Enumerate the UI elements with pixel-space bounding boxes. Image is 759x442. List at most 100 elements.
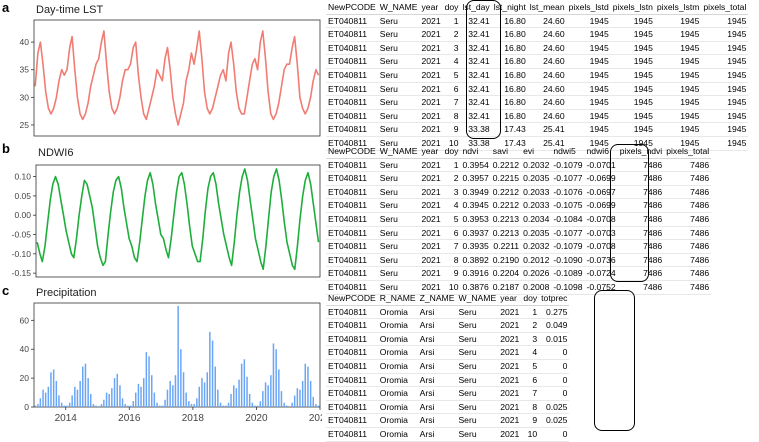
table-cell: 1945: [654, 109, 702, 124]
bar: [119, 385, 121, 407]
bar: [217, 389, 219, 407]
bar: [235, 388, 238, 407]
table-cell: Seru: [377, 14, 420, 29]
table-cell: 2021: [419, 68, 443, 83]
bar: [37, 404, 39, 407]
table-cell: 7: [442, 95, 461, 110]
table-cell: 2021: [419, 212, 443, 227]
column-header: ndwi6: [584, 145, 618, 159]
table-cell: 2021: [498, 359, 522, 374]
table-cell: ET040811: [326, 400, 378, 415]
column-header: year: [419, 1, 443, 15]
table-row: ET040811 Seru 2021 6 32.41 16.80 24.60 1945 1945…: [326, 82, 749, 97]
table-cell: 7486: [664, 212, 712, 227]
table-cell: ET040811: [326, 54, 378, 69]
series-line: [36, 168, 320, 271]
table-cell: 7486: [617, 171, 665, 186]
table-cell: 5: [521, 359, 540, 374]
table-cell: 2021: [419, 185, 443, 200]
column-header: NewPCODE: [326, 292, 378, 306]
table-cell: 9: [442, 266, 461, 281]
bar: [84, 363, 87, 407]
table-cell: 1945: [654, 27, 702, 42]
table-cell: 32.41: [460, 109, 492, 124]
table-cell: Arsi: [417, 427, 457, 442]
table-cell: 7486: [664, 266, 712, 281]
table-cell: 5: [442, 212, 461, 227]
bar: [52, 369, 55, 407]
table-cell: Seru: [377, 239, 420, 254]
table-cell: 1945: [610, 122, 655, 137]
bar: [100, 404, 103, 407]
bar: [190, 404, 193, 407]
table-row: ET040811 Seru 2021 9 0.3916 0.2204 0.2026 -0.10…: [326, 266, 712, 281]
table-cell: ET040811: [326, 198, 378, 213]
table-cell: 32.41: [460, 82, 492, 97]
bar: [246, 376, 248, 407]
table-cell: 2021: [419, 109, 443, 124]
lst-table-body: ET040811 Seru 2021 1 32.41 16.80 24.60 1945 1945…: [326, 14, 749, 151]
table-cell: 2021: [419, 239, 443, 254]
table-cell: 2021: [419, 41, 443, 56]
table-cell: 1945: [610, 27, 655, 42]
table-cell: 0.3935: [460, 239, 491, 254]
table-cell: 0.2035: [521, 226, 552, 241]
table-cell: ET040811: [326, 27, 378, 42]
table-cell: 16.80: [491, 109, 528, 124]
bar: [95, 405, 97, 407]
table-cell: 0.2190: [490, 253, 522, 268]
table-cell: 4: [521, 345, 540, 360]
chart-title: Precipitation: [36, 287, 97, 299]
bar: [264, 382, 267, 407]
table-cell: 1945: [701, 136, 749, 151]
table-cell: 0.2215: [490, 171, 522, 186]
table-cell: 2021: [419, 226, 443, 241]
table-cell: 0.275: [539, 305, 570, 320]
bar: [76, 389, 79, 407]
table-cell: 7486: [664, 158, 712, 173]
table-cell: 8: [521, 400, 540, 415]
table-cell: Seru: [377, 122, 420, 137]
bar: [227, 402, 230, 407]
bar: [196, 398, 198, 407]
table-cell: 6: [442, 226, 461, 241]
table-cell: -0.0703: [584, 226, 618, 241]
bar: [280, 391, 283, 407]
column-header: lst_night: [491, 1, 528, 15]
bar: [34, 405, 36, 407]
table-cell: Seru: [377, 226, 420, 241]
bar: [137, 383, 140, 407]
chart-ndwi6-svg: NDWI6 -0.15 -0.10 -0.05 0.00 0.05 0.10: [12, 147, 321, 278]
bar: [238, 379, 240, 407]
chart-precipitation: Precipitation 0 20 40 60 2014 2016 2018 2020 2022: [0, 283, 322, 429]
table-cell: 7486: [664, 185, 712, 200]
bar: [68, 402, 71, 407]
table-cell: Oromia: [377, 413, 418, 428]
table-cell: ET040811: [326, 171, 378, 186]
table-row: ET040811 Seru 2021 8 32.41 16.80 24.60 1945 1945…: [326, 109, 749, 124]
table-cell: ET040811: [326, 266, 378, 281]
table-cell: 1945: [701, 14, 749, 29]
table-cell: 24.60: [527, 82, 567, 97]
table-cell: Seru: [456, 373, 499, 388]
bar: [299, 389, 301, 407]
table-cell: 9: [521, 413, 540, 428]
table-cell: -0.0701: [584, 158, 618, 173]
table-cell: ET040811: [326, 185, 378, 200]
table-cell: 1945: [701, 54, 749, 69]
bar: [153, 392, 156, 407]
table-cell: 0: [539, 386, 570, 401]
table-cell: Seru: [377, 95, 420, 110]
table-cell: ET040811: [326, 373, 378, 388]
lst-table: NewPCODE W_NAME year doy lst_day lst_night lst…: [326, 1, 749, 151]
table-cell: 2021: [419, 198, 443, 213]
table-cell: 16.80: [491, 68, 528, 83]
bar: [256, 405, 259, 407]
table-cell: Seru: [456, 332, 499, 347]
bar: [233, 385, 235, 407]
ndwi-table-header-row: NewPCODE W_NAME year doy ndvi savi evi ndwi5 ndw…: [326, 145, 712, 159]
table-cell: 2: [521, 318, 540, 333]
bar: [90, 394, 92, 407]
y-tick-label: 35: [20, 65, 30, 75]
table-cell: 1945: [701, 109, 749, 124]
